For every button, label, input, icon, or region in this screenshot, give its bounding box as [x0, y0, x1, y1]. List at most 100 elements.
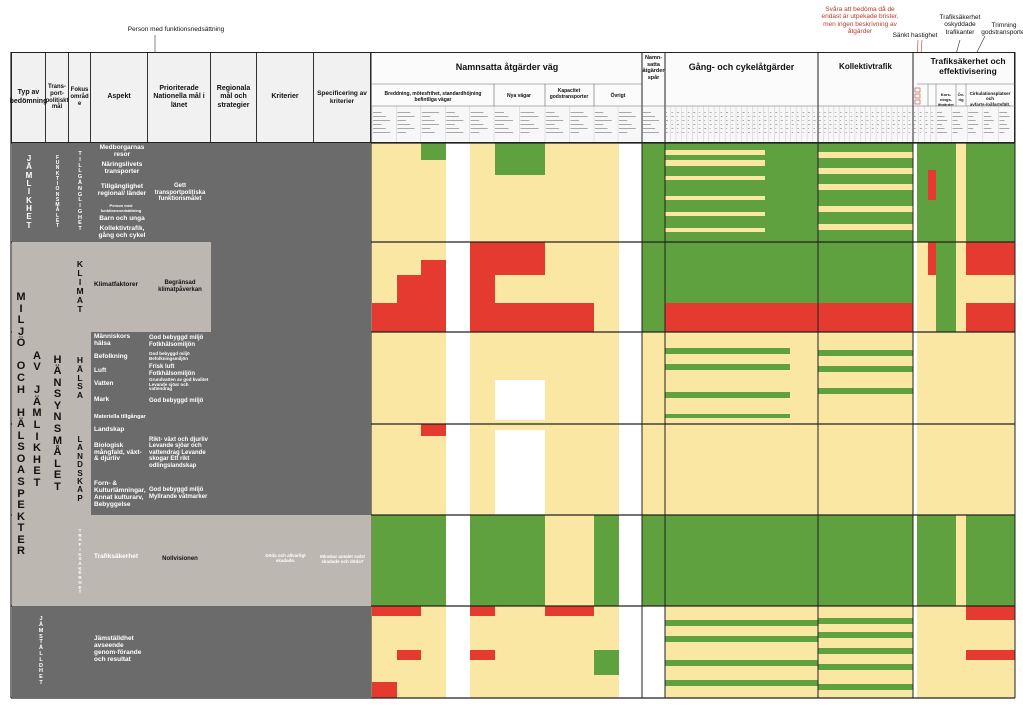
vertical-letter: H — [39, 668, 43, 675]
header-subcolumn — [780, 106, 785, 141]
header-micro-text — [698, 128, 701, 129]
header-micro-text — [715, 120, 718, 121]
subgroup-kapacitet: Kapacitet godstransporter — [549, 88, 589, 100]
matrix-cell — [642, 242, 665, 332]
kt-stripe — [818, 152, 913, 158]
header-micro-text — [919, 132, 921, 133]
vertical-letter: I — [79, 156, 81, 163]
vertical-letter: T — [55, 223, 60, 229]
matrix-cell — [956, 606, 966, 698]
aspect-jamstalldhet: Jämställdhet avseende genom-förande och … — [94, 635, 142, 663]
vertical-letter: M — [76, 286, 84, 296]
header-micro-text — [813, 128, 816, 129]
header-micro-text — [855, 120, 857, 121]
header-micro-text — [802, 128, 805, 129]
header-micro-text — [877, 132, 879, 133]
header-subcolumn — [998, 106, 1014, 141]
header-micro-text — [671, 132, 673, 133]
matrix-cell — [665, 332, 818, 424]
aspect-tillganglighet-regional: Tillgänglighet regional/ länder — [97, 183, 147, 197]
matrix-cell — [495, 515, 545, 606]
vertical-letter: T — [55, 175, 60, 182]
vertical-letter: T — [78, 226, 82, 233]
header-subcolumn — [494, 106, 519, 141]
header-micro-text — [952, 112, 961, 113]
header-prioriterade: Prioriterade Nationella mål i länet — [148, 53, 211, 142]
header-micro-text — [704, 116, 707, 117]
goal-vatten: Grundvatten av god kvalitet Levande sjöa… — [149, 376, 209, 392]
matrix-cell — [545, 515, 594, 606]
header-micro-text — [726, 132, 728, 133]
header-micro-text — [824, 120, 826, 121]
header-micro-text — [682, 124, 684, 125]
header-micro-text — [925, 116, 927, 117]
header-micro-text — [786, 116, 789, 117]
matrix-cell — [917, 242, 928, 332]
vertical-letter: L — [77, 268, 83, 279]
label-area-ts-fokus — [69, 515, 91, 606]
matrix-cell — [397, 650, 421, 660]
gc-stripe — [665, 364, 790, 370]
header-micro-text — [834, 132, 837, 133]
vertical-letter: F — [55, 154, 60, 161]
matrix-cell — [495, 275, 545, 303]
matrix-cell — [966, 650, 1015, 660]
header-micro-text — [747, 112, 749, 113]
ts-red-box — [914, 87, 921, 93]
header-micro-text — [619, 112, 632, 113]
header-micro-text — [786, 124, 788, 125]
vertical-letter: T — [39, 679, 43, 686]
vertical-letter: L — [55, 212, 60, 219]
aspect-befolkning: Befolkning — [94, 352, 128, 360]
vertical-letter: F — [78, 542, 82, 548]
header-micro-text — [952, 128, 963, 129]
header-micro-text — [861, 132, 863, 133]
vertical-letter: Å — [53, 446, 62, 459]
matrix-cell — [545, 616, 594, 698]
goal-halsa: God bebyggd miljö Fotkhälsomiljön — [149, 335, 204, 348]
header-micro-text — [693, 128, 695, 129]
header-micro-text — [791, 120, 794, 121]
header-micro-text — [619, 124, 632, 125]
header-micro-text — [421, 120, 435, 121]
kt-stripe — [818, 224, 913, 230]
header-subcolumn — [545, 106, 569, 141]
matrix-cell — [928, 170, 936, 200]
header-micro-text — [446, 124, 455, 125]
header-micro-text — [925, 124, 928, 125]
matrix-cell — [470, 424, 495, 515]
goal-klimat: Begränsad klimatpåverkan — [158, 280, 202, 293]
header-micro-text — [919, 116, 922, 117]
header-micro-text — [693, 112, 696, 113]
header-micro-text — [882, 132, 885, 133]
header-micro-text — [829, 132, 831, 133]
header-micro-text — [682, 112, 684, 113]
header-micro-text — [764, 112, 766, 113]
header-micro-text — [919, 112, 922, 113]
header-micro-text — [720, 112, 723, 113]
vertical-letter: L — [39, 651, 43, 657]
kt-stripe — [818, 350, 913, 356]
header-micro-text — [495, 124, 504, 125]
header-micro-text — [914, 128, 916, 129]
matrix-cell — [665, 143, 818, 242]
subgroup-nya-vagar: Nya vägar — [507, 93, 531, 99]
header-micro-text — [495, 132, 513, 133]
header-micro-text — [520, 116, 539, 117]
header-micro-text — [704, 124, 706, 125]
header-micro-text — [747, 132, 750, 133]
header-subcolumn — [769, 106, 774, 141]
header-micro-text — [861, 116, 863, 117]
header-micro-text — [446, 116, 460, 117]
header-micro-text — [397, 128, 415, 129]
header-micro-text — [882, 116, 884, 117]
matrix-cell — [421, 606, 446, 698]
header-micro-text — [882, 120, 885, 121]
header-micro-text — [769, 112, 772, 113]
header-micro-text — [687, 132, 689, 133]
header-micro-text — [892, 116, 894, 117]
header-micro-text — [687, 124, 690, 125]
header-micro-text — [720, 124, 723, 125]
